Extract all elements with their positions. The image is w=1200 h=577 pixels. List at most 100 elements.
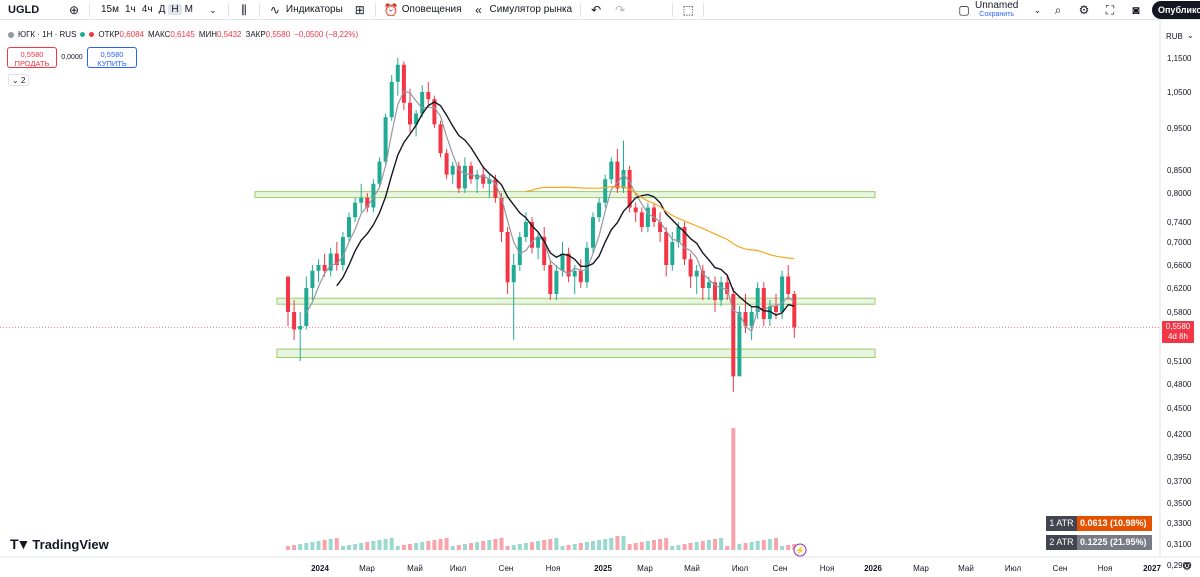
publish-button[interactable]: Опублико [1152, 1, 1200, 19]
volume-bar [584, 542, 589, 550]
camera-icon: ◙ [1132, 2, 1140, 17]
rewind-icon: « [475, 2, 482, 17]
fullscreen-button[interactable]: ⛶ [1098, 0, 1122, 20]
candle-body [566, 253, 571, 277]
price-chart[interactable]: 1,1500 1,0500 0,9500 0,8500 0,8000 0,7400 0,70… [0, 20, 1200, 577]
volume-bar [340, 546, 345, 550]
volume-bar [298, 544, 303, 550]
atr-1-name: 1 ATR [1046, 516, 1077, 531]
redo-button[interactable]: ↷ [608, 0, 632, 20]
fullscreen-select-button[interactable]: ⬚ [676, 0, 700, 20]
interval-6-button[interactable]: М [184, 4, 193, 15]
symbol-search[interactable]: UGLD [0, 0, 62, 20]
candle-body [481, 174, 486, 184]
interval-5-button[interactable]: Н [168, 4, 182, 15]
atr-2-value: 0.1225 (21.95%) [1077, 535, 1152, 550]
snapshot-button[interactable]: ◙ [1124, 0, 1148, 20]
price-tick-label: 0,8500 [1167, 166, 1192, 175]
price-tick-label: 0,2900 [1167, 561, 1192, 570]
price-tick-label: 0,7000 [1167, 238, 1192, 247]
buy-price: 0,5580 [100, 50, 124, 59]
collapsed-count: 2 [20, 76, 26, 85]
volume-bar [334, 538, 339, 550]
layout-menu[interactable]: ▢ Unnamed Сохранить ⌄ [952, 0, 1049, 20]
volume-bar [627, 544, 632, 550]
select-frame-icon: ⬚ [682, 2, 694, 17]
candle-body [554, 270, 559, 294]
time-tick-label: 2027 [1143, 564, 1161, 573]
time-tick-label: Сен [773, 564, 788, 573]
settings-button[interactable]: ⚙ [1072, 0, 1096, 20]
candle-body [767, 306, 772, 319]
divider [672, 2, 674, 17]
candle-body [633, 207, 638, 213]
sell-button[interactable]: 0,5580 ПРОДАТЬ [7, 47, 57, 68]
layout-name: Unnamed [975, 0, 1019, 11]
undo-button[interactable]: ↶ [584, 0, 608, 20]
replay-button[interactable]: « Симулятор рынка [467, 0, 578, 20]
volume-bar [530, 542, 534, 550]
chart-type-button[interactable]: ⫼ [232, 0, 256, 20]
candle-body [591, 217, 595, 248]
symbol-label: UGLD [8, 3, 40, 16]
bar-countdown: 4d 8h [1167, 332, 1189, 341]
compare-button[interactable]: ⊕ [62, 0, 86, 20]
currency-label[interactable]: RUB [1166, 32, 1183, 41]
price-tick-label: 1,0500 [1167, 88, 1192, 97]
candle-body [450, 165, 455, 175]
volume-bar [292, 545, 297, 550]
volume-bar [462, 544, 467, 550]
candle-body [761, 288, 766, 319]
save-layout[interactable]: Unnamed Сохранить [975, 0, 1019, 19]
interval-4-button[interactable]: Д [158, 4, 166, 15]
atr-2-name: 2 ATR [1046, 535, 1077, 550]
quick-search-button[interactable]: ⌕ [1046, 0, 1070, 20]
volume-bar [542, 540, 547, 550]
tradingview-text: TradingView [32, 536, 109, 552]
interval-group: 15м 1ч 4ч Д Н М [93, 0, 201, 20]
buy-button[interactable]: 0,5580 КУПИТЬ [87, 47, 137, 68]
time-tick-label: Ноя [1098, 564, 1113, 573]
price-tick-label: 0,3500 [1167, 499, 1192, 508]
legend-collapse-button[interactable]: ⌄ 2 [8, 74, 30, 86]
volume-bar [438, 539, 443, 550]
legend-title[interactable]: ЮГК · 1Н · RUS [18, 30, 77, 39]
volume-bar [621, 536, 626, 550]
candle-body [548, 265, 553, 294]
candle-body [377, 161, 382, 184]
interval-3-button[interactable]: 4ч [141, 4, 153, 15]
alerts-button[interactable]: ⏰ Оповещения [379, 0, 467, 20]
price-tick-label: 0,4200 [1167, 430, 1192, 439]
tradingview-logo[interactable]: T▼ TradingView [10, 536, 109, 552]
candle-body [511, 265, 516, 283]
candle-body [615, 161, 620, 189]
volume-bar [450, 546, 455, 550]
axis-settings-icon[interactable]: ⚙ [1182, 561, 1192, 573]
candle-body [371, 183, 376, 208]
legend-low: 0,5432 [217, 30, 242, 39]
legend-open: 0,6084 [119, 30, 144, 39]
chevron-down-icon: ⌄ [209, 4, 217, 15]
time-tick-label: Май [684, 564, 700, 573]
time-tick-label: Мар [637, 564, 653, 573]
candle-body [737, 312, 742, 377]
volume-bar [383, 539, 388, 550]
candle-body [530, 222, 534, 248]
volume-bar [408, 544, 412, 550]
last-price: 0,5580 [1165, 322, 1191, 331]
candle-body [383, 117, 388, 162]
interval-2-button[interactable]: 1ч [125, 4, 136, 15]
volume-bar [572, 544, 577, 550]
candle-body [389, 81, 394, 118]
candle-body [774, 306, 778, 312]
support-zone-3 [276, 348, 876, 359]
price-tick-label: 0,7400 [1167, 218, 1192, 227]
interval-1-button[interactable]: 15м [101, 4, 119, 15]
indicators-button[interactable]: ∿ Индикаторы [263, 0, 348, 20]
candle-body [603, 179, 608, 203]
candle-body [639, 212, 644, 227]
event-marker-icon [793, 543, 807, 557]
interval-dropdown[interactable]: ⌄ [201, 0, 225, 20]
market-status-icon [80, 32, 86, 37]
templates-button[interactable]: ⊞ [348, 0, 372, 20]
